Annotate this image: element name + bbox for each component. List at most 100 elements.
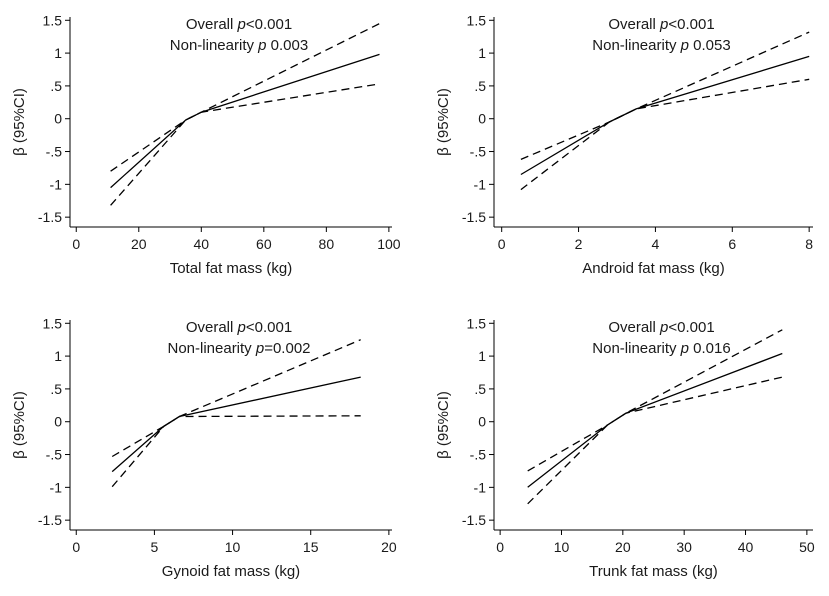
annotation-line-2: Non-linearity p=0.002 (167, 340, 310, 357)
y-tick-label: -1.5 (462, 512, 486, 528)
x-axis-title: Gynoid fat mass (kg) (162, 563, 300, 580)
annotation-prefix: Overall (608, 16, 660, 33)
y-tick-label: .5 (50, 381, 62, 397)
annotation-prefix: Non-linearity (592, 37, 680, 54)
annotation-p-symbol: p (237, 16, 246, 33)
x-tick-label: 20 (615, 539, 631, 555)
x-tick-label: 10 (554, 539, 570, 555)
annotation-prefix: Overall (186, 16, 238, 33)
y-tick-label: -.5 (470, 447, 487, 463)
annotation-value: 0.003 (267, 37, 309, 54)
annotation-value: <0.001 (246, 16, 292, 33)
x-tick-label: 0 (72, 236, 80, 252)
annotation-prefix: Non-linearity (167, 340, 255, 357)
x-tick-label: 50 (799, 539, 815, 555)
y-axis-title: β (95%CI) (11, 88, 28, 156)
panel-2: -1.5 -1 -.5 0 .5 1 1.5 0 2 4 6 8 Android fat mass (k… (435, 12, 813, 277)
annotation-value: 0.053 (689, 37, 731, 54)
y-axis-title: β (95%CI) (435, 88, 452, 156)
x-tick-label: 80 (319, 236, 335, 252)
annotation-prefix: Non-linearity (170, 37, 258, 54)
y-tick-label: .5 (474, 78, 486, 94)
y-tick-label: -.5 (470, 144, 487, 160)
x-tick-label: 30 (676, 539, 692, 555)
y-tick-label: 1.5 (43, 315, 63, 331)
annotation-value: =0.002 (264, 340, 310, 357)
series-line-upper-95-ci (527, 329, 783, 472)
annotation-line-2: Non-linearity p 0.053 (592, 37, 730, 54)
y-tick-label: 1 (54, 348, 62, 364)
y-tick-label: -1.5 (462, 209, 486, 225)
x-tick-label: 40 (738, 539, 754, 555)
annotation-p-symbol: p (257, 37, 266, 54)
y-tick-label: 1.5 (43, 12, 63, 28)
panel-3: -1.5 -1 -.5 0 .5 1 1.5 0 5 10 15 20 Gynoid fat mass … (11, 315, 397, 580)
annotation-line-2: Non-linearity p 0.003 (170, 37, 308, 54)
series-line-estimate (110, 53, 380, 189)
annotation-value: <0.001 (668, 319, 714, 336)
y-tick-label: -.5 (46, 144, 63, 160)
annotation-line-1: Overall p<0.001 (186, 319, 292, 336)
y-tick-label: 0 (478, 111, 486, 127)
x-axis-title: Trunk fat mass (kg) (589, 563, 718, 580)
y-tick-label: -1 (50, 479, 63, 495)
y-axis-title: β (95%CI) (11, 391, 28, 459)
x-tick-label: 5 (151, 539, 159, 555)
x-tick-label: 10 (225, 539, 241, 555)
x-tick-label: 2 (575, 236, 583, 252)
y-tick-label: -1 (50, 176, 63, 192)
annotation-p-symbol: p (659, 16, 668, 33)
series-line-lower-95-ci (520, 78, 810, 191)
y-tick-label: -1 (474, 479, 487, 495)
annotation-p-symbol: p (659, 319, 668, 336)
annotation-line-1: Overall p<0.001 (608, 16, 714, 33)
y-tick-label: 0 (478, 414, 486, 430)
y-tick-label: .5 (474, 381, 486, 397)
y-axis-title: β (95%CI) (435, 391, 452, 459)
y-tick-label: 1 (478, 45, 486, 61)
series-line-estimate (111, 376, 361, 473)
annotation-p-symbol: p (255, 340, 264, 357)
series-line-upper-95-ci (110, 23, 380, 172)
annotation-p-symbol: p (680, 37, 689, 54)
x-tick-label: 0 (498, 236, 506, 252)
x-tick-label: 4 (652, 236, 660, 252)
annotation-p-symbol: p (237, 319, 246, 336)
x-axis-title: Total fat mass (kg) (170, 260, 293, 277)
panel-1: -1.5 -1 -.5 0 .5 1 1.5 0 20 40 60 80 100 Total fat ma… (11, 12, 401, 277)
annotation-value: <0.001 (668, 16, 714, 33)
y-tick-label: 1 (478, 348, 486, 364)
annotation-line-1: Overall p<0.001 (186, 16, 292, 33)
annotation-value: <0.001 (246, 319, 292, 336)
annotation-prefix: Non-linearity (592, 340, 680, 357)
y-tick-label: 0 (54, 111, 62, 127)
annotation-prefix: Overall (608, 319, 660, 336)
annotation-p-symbol: p (680, 340, 689, 357)
series-line-estimate (520, 55, 810, 176)
series-line-estimate (527, 352, 783, 488)
x-tick-label: 6 (728, 236, 736, 252)
annotation-line-1: Overall p<0.001 (608, 319, 714, 336)
y-tick-label: -.5 (46, 447, 63, 463)
y-tick-label: 0 (54, 414, 62, 430)
y-tick-label: -1.5 (38, 512, 62, 528)
x-tick-label: 40 (194, 236, 210, 252)
x-tick-label: 0 (72, 539, 80, 555)
x-tick-label: 15 (303, 539, 319, 555)
x-tick-label: 20 (381, 539, 397, 555)
panel-4: -1.5 -1 -.5 0 .5 1 1.5 0 10 20 30 40 50 Trunk fat mas… (435, 315, 815, 580)
y-tick-label: 1.5 (467, 315, 487, 331)
y-tick-label: 1.5 (467, 12, 487, 28)
x-tick-label: 100 (377, 236, 401, 252)
x-tick-label: 60 (256, 236, 272, 252)
series-line-lower-95-ci (111, 415, 361, 488)
annotation-line-2: Non-linearity p 0.016 (592, 340, 730, 357)
y-tick-label: 1 (54, 45, 62, 61)
annotation-value: 0.016 (689, 340, 731, 357)
x-axis-title: Android fat mass (kg) (582, 260, 725, 277)
series-line-lower-95-ci (527, 376, 783, 505)
series-line-lower-95-ci (110, 83, 380, 206)
y-tick-label: -1 (474, 176, 487, 192)
